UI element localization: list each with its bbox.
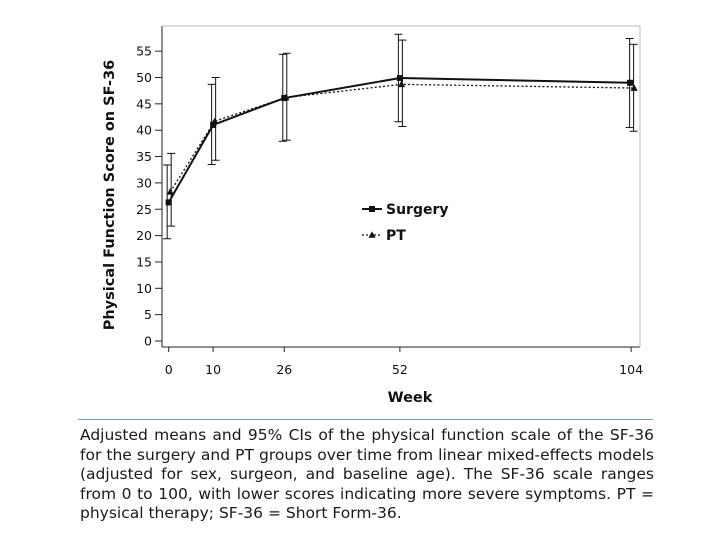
- data-point-surgery: [627, 79, 634, 86]
- chart-area: 0 5 10 15 20 25 30 35 40 45 50 55 0 10 26 52 104 Week Phys…: [102, 25, 643, 406]
- data-point-pt: [282, 93, 290, 101]
- data-point-surgery: [396, 75, 403, 82]
- data-point-pt: [211, 117, 219, 125]
- y-tick-label: 5: [144, 307, 152, 322]
- x-tick-label: 104: [619, 362, 643, 377]
- y-axis-label: Physical Function Score on SF-36: [102, 60, 118, 331]
- data-point-pt: [630, 84, 638, 91]
- y-tick-label: 15: [136, 254, 152, 269]
- y-tick-label: 10: [136, 281, 152, 296]
- figure-caption: Adjusted means and 95% CIs of the physic…: [80, 426, 654, 522]
- series-line-pt: [169, 83, 635, 193]
- caption-divider: [78, 419, 653, 420]
- x-tick-label: 10: [205, 362, 221, 377]
- data-point-pt: [397, 80, 406, 88]
- data-point-surgery: [165, 199, 172, 206]
- y-tick-label: 45: [136, 96, 152, 111]
- line-chart: 0 5 10 15 20 25 30 35 40 45 50 55 0 10 26 52 104 Week Phys…: [102, 25, 643, 406]
- x-tick-label: 0: [165, 362, 173, 377]
- y-tick-label: 55: [136, 44, 152, 59]
- y-tick-label: 35: [136, 149, 152, 164]
- y-tick-label: 0: [144, 334, 152, 349]
- legend-label-surgery: Surgery: [386, 202, 449, 218]
- x-tick-label: 26: [276, 362, 292, 377]
- y-tick-label: 20: [136, 228, 152, 243]
- y-tick-label: 40: [136, 123, 152, 138]
- legend-label-pt: PT: [386, 228, 406, 244]
- legend-marker-surgery: [369, 206, 375, 212]
- y-tick-label: 30: [136, 175, 152, 190]
- data-point-pt: [166, 188, 174, 195]
- x-tick-label: 52: [392, 362, 408, 377]
- data-point-surgery: [210, 121, 217, 128]
- series-line-surgery: [167, 77, 631, 203]
- y-tick-label: 50: [136, 70, 152, 85]
- y-tick-label: 25: [136, 202, 152, 217]
- legend-marker-pt: [368, 231, 376, 238]
- x-axis-label: Week: [388, 390, 433, 406]
